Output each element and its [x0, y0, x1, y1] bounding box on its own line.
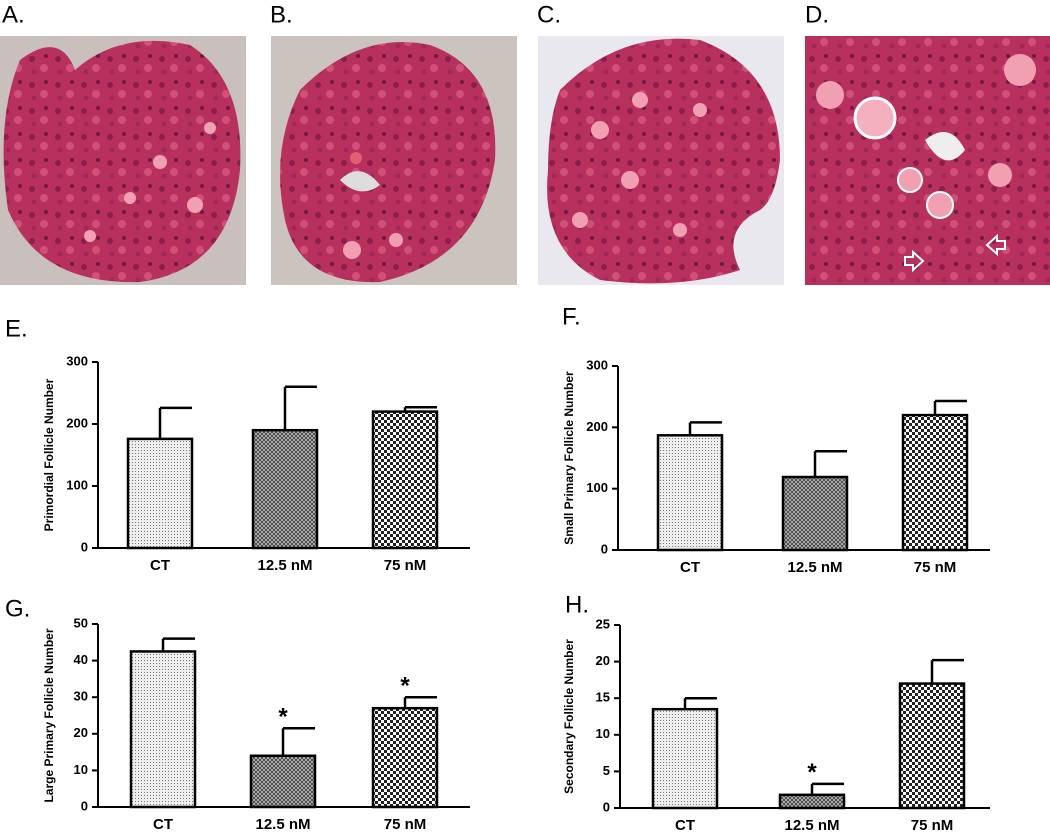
panel-label: H.	[565, 591, 589, 618]
x-tick-label: CT	[150, 557, 170, 574]
x-tick-label: 12.5 nM	[787, 559, 842, 576]
x-tick-label: 12.5 nM	[257, 557, 312, 574]
panel-label: G.	[5, 595, 30, 622]
panel-label: B.	[270, 1, 293, 28]
y-tick-label: 100	[66, 477, 88, 492]
bar	[901, 413, 969, 552]
y-axis-label: Small Primary Follicle Number	[562, 371, 576, 545]
significance-mark: *	[807, 759, 817, 786]
y-tick-label: 10	[596, 726, 610, 741]
y-tick-label: 5	[603, 763, 610, 778]
bar	[249, 754, 317, 809]
bar	[656, 434, 724, 552]
significance-mark: *	[400, 673, 410, 700]
y-tick-label: 30	[74, 689, 88, 704]
y-tick-label: 40	[74, 652, 88, 667]
bar	[898, 682, 966, 810]
bar	[129, 650, 197, 809]
bar	[651, 707, 719, 810]
y-tick-label: 0	[81, 798, 88, 813]
x-tick-label: 12.5 nM	[255, 816, 310, 833]
photo-c	[538, 36, 784, 285]
x-tick-label: 75 nM	[911, 817, 954, 834]
panel-label: D.	[805, 1, 829, 28]
y-tick-label: 100	[586, 480, 608, 495]
bar	[781, 475, 849, 552]
x-tick-label: 75 nM	[914, 559, 957, 576]
y-tick-label: 25	[596, 616, 610, 631]
panel-label: F.	[562, 303, 581, 330]
y-tick-label: 50	[74, 615, 88, 630]
y-axis-label: Secondary Follicle Number	[562, 639, 576, 794]
x-tick-label: CT	[153, 816, 173, 833]
bar	[251, 428, 319, 550]
y-tick-label: 300	[586, 357, 608, 372]
y-tick-label: 0	[601, 541, 608, 556]
y-axis-label: Primordial Follicle Number	[42, 378, 56, 531]
x-tick-label: 12.5 nM	[784, 817, 839, 834]
photo-a	[0, 36, 246, 285]
bar	[371, 706, 439, 809]
photo-b	[271, 36, 517, 285]
y-tick-label: 200	[66, 415, 88, 430]
panel-label: E.	[5, 315, 28, 342]
x-tick-label: CT	[675, 817, 695, 834]
bar	[371, 410, 439, 550]
panel-label: C.	[537, 1, 561, 28]
y-tick-label: 200	[586, 419, 608, 434]
y-tick-label: 300	[66, 353, 88, 368]
panel-label: A.	[2, 1, 25, 28]
y-tick-label: 0	[603, 799, 610, 814]
x-tick-label: CT	[680, 559, 700, 576]
x-tick-label: 75 nM	[384, 557, 427, 574]
y-tick-label: 20	[596, 653, 610, 668]
y-tick-label: 10	[74, 762, 88, 777]
y-tick-label: 20	[74, 725, 88, 740]
y-axis-label: Large Primary Follicle Number	[42, 628, 56, 802]
bar	[778, 793, 846, 810]
bar	[126, 437, 194, 550]
significance-mark: *	[278, 704, 288, 731]
photo-d	[805, 36, 1050, 285]
x-tick-label: 75 nM	[384, 816, 427, 833]
y-tick-label: 0	[81, 539, 88, 554]
y-tick-label: 15	[596, 690, 610, 705]
